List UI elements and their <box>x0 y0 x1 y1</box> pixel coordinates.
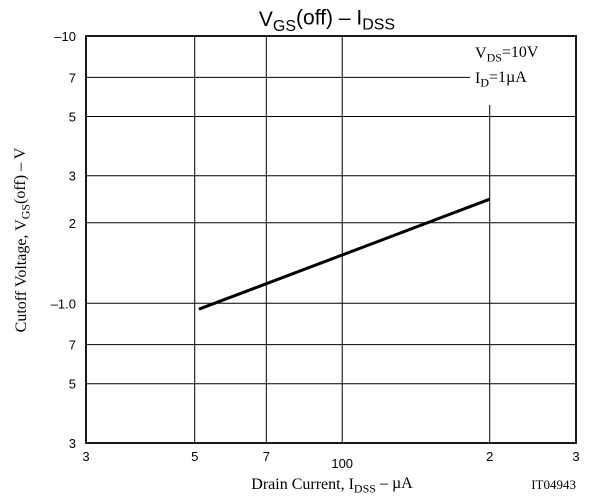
y-axis-label: Cutoff Voltage, VGS​(off) – V <box>12 147 33 332</box>
series-layer <box>198 197 491 311</box>
annotation-text: ID​=1µA <box>475 69 527 90</box>
x-axis-label: Drain Current, IDSS​ – µA <box>251 475 413 496</box>
annotation-background <box>470 37 575 105</box>
x-tick-label: 100 <box>331 456 353 471</box>
annotation-text: VDS​=10V <box>475 44 539 65</box>
x-tick-label: 3 <box>82 449 89 464</box>
grid-lines <box>86 36 576 443</box>
annotation-box: VDS​=10V ID​=1µA <box>470 37 575 105</box>
plot-frame <box>85 35 577 444</box>
y-tick-label: –10 <box>54 29 76 44</box>
y-tick-label: 7 <box>69 70 76 85</box>
x-tick-label: 7 <box>263 449 270 464</box>
x-tick-label: 3 <box>572 449 579 464</box>
series-line <box>198 197 491 311</box>
y-tick-label: 7 <box>69 338 76 353</box>
x-tick-label: 5 <box>191 449 198 464</box>
y-tick-label: 2 <box>69 216 76 231</box>
y-tick-label: 5 <box>69 377 76 392</box>
y-tick-label: 5 <box>69 109 76 124</box>
y-tick-label: –1.0 <box>51 296 76 311</box>
y-tick-label: 3 <box>69 436 76 451</box>
x-tick-label: 2 <box>486 449 493 464</box>
chart-title: VGS​(off) – IDSS​ <box>259 7 395 35</box>
figure-id: IT04943 <box>531 477 576 492</box>
y-tick-label: 3 <box>69 169 76 184</box>
tick-labels: 3 5 7 100 2 3 –10 7 5 3 2 –1.0 7 5 3 <box>51 29 580 471</box>
